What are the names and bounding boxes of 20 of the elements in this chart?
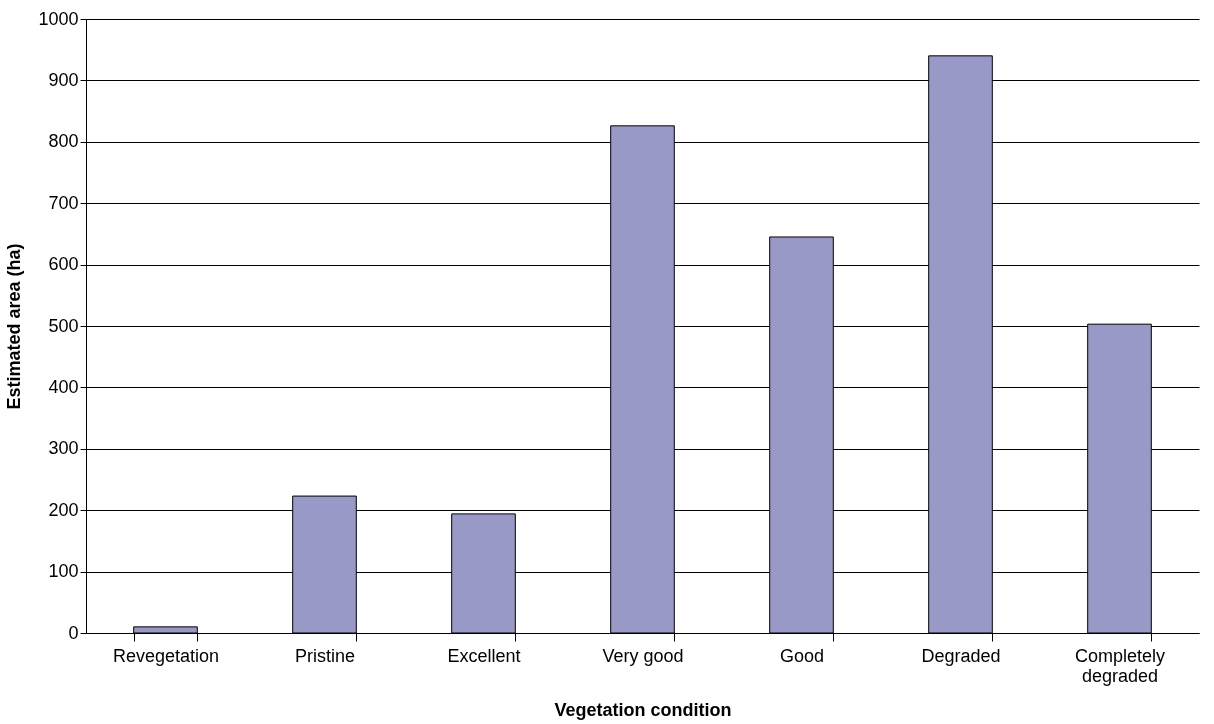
y-tick-label: 500 — [48, 315, 79, 336]
y-tick-label: 800 — [48, 131, 79, 152]
x-tick-label: Excellent — [447, 645, 521, 666]
x-tick-label: Completely degraded — [1074, 645, 1166, 686]
x-tick-label: Good — [779, 645, 825, 666]
y-tick-label: 0 — [68, 622, 79, 643]
y-tick-label: 300 — [48, 438, 79, 459]
y-tick-label: 900 — [48, 69, 79, 90]
y-tick-label: 100 — [48, 561, 79, 582]
y-tick-label: 200 — [48, 499, 79, 520]
y-tick-label: 1000 — [38, 8, 79, 29]
y-axis-title: Estimated area (ha) — [4, 243, 25, 410]
y-tick-label: 600 — [48, 254, 79, 275]
y-tick-label: 400 — [48, 376, 79, 397]
x-tick-label: Degraded — [921, 645, 1001, 666]
y-tick-label: 700 — [48, 192, 79, 213]
x-tick-label: Revegetation — [112, 645, 220, 666]
x-tick-label: Very good — [602, 645, 684, 666]
x-axis-title: Vegetation condition — [554, 699, 732, 720]
x-tick-label: Pristine — [294, 645, 356, 666]
